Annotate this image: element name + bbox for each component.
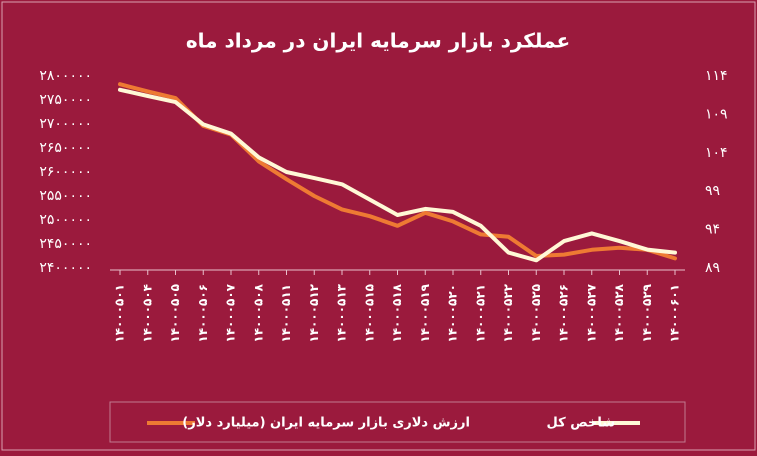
y2-tick-label: ۸۹: [705, 260, 720, 276]
y2-tick-label: ۱۰۴: [705, 145, 728, 161]
x-tick-label: ۱۴۰۰۰۵۲۱: [473, 284, 487, 343]
x-tick-label: ۱۴۰۰۰۵۰۵: [168, 284, 182, 343]
x-tick-label: ۱۴۰۰۰۵۱۹: [418, 283, 432, 342]
legend-label: ارزش دلاری بازار سرمایه ایران (میلیارد د…: [182, 416, 470, 431]
x-tick-label: ۱۴۰۰۰۵۱۲: [307, 283, 321, 342]
y-tick-label: ۲۵۰۰۰۰۰: [39, 212, 92, 228]
y-tick-label: ۲۷۰۰۰۰۰: [39, 116, 92, 132]
legend-label: شاخص کل: [547, 416, 615, 431]
x-tick-label: ۱۴۰۰۰۵۰۱: [113, 284, 127, 343]
x-tick-label: ۱۴۰۰۰۵۱۳: [335, 283, 349, 342]
x-tick-label: ۱۴۰۰۰۵۱۱: [279, 284, 293, 343]
x-tick-label: ۱۴۰۰۰۵۲۶: [557, 284, 571, 343]
y2-tick-label: ۹۹: [705, 183, 720, 199]
x-tick-label: ۱۴۰۰۰۵۰۶: [196, 284, 210, 343]
x-tick-label: ۱۴۰۰۰۵۰۷: [224, 283, 238, 342]
x-tick-label: ۱۴۰۰۰۶۰۱: [668, 284, 682, 343]
x-tick-label: ۱۴۰۰۰۵۱۸: [390, 283, 404, 342]
x-tick-label: ۱۴۰۰۰۵۲۰: [446, 284, 460, 343]
x-tick-label: ۱۴۰۰۰۵۱۵: [362, 284, 376, 343]
series-line: [118, 87, 677, 263]
y-tick-label: ۲۵۵۰۰۰۰: [39, 188, 92, 204]
x-tick-label: ۱۴۰۰۰۵۲۵: [529, 284, 543, 343]
x-tick-label: ۱۴۰۰۰۵۲۲: [501, 283, 515, 342]
y-tick-label: ۲۴۰۰۰۰۰: [39, 260, 92, 276]
y2-tick-label: ۱۰۹: [705, 106, 728, 122]
y-tick-label: ۲۶۰۰۰۰۰: [39, 164, 92, 180]
y-tick-label: ۲۴۵۰۰۰۰: [39, 236, 92, 252]
y2-tick-label: ۱۱۴: [705, 68, 728, 84]
y-tick-label: ۲۷۵۰۰۰۰: [39, 92, 92, 108]
x-tick-label: ۱۴۰۰۰۵۰۴: [140, 284, 154, 343]
legend-box: [109, 401, 686, 443]
y-tick-label: ۲۸۰۰۰۰۰: [39, 68, 92, 84]
x-tick-label: ۱۴۰۰۰۵۰۸: [251, 283, 265, 342]
y2-tick-label: ۹۴: [705, 222, 720, 238]
x-tick-label: ۱۴۰۰۰۵۲۷: [584, 283, 598, 342]
chart-title: عملکرد بازار سرمایه ایران در مرداد ماه: [186, 29, 570, 53]
x-tick-label: ۱۴۰۰۰۵۲۹: [640, 283, 654, 342]
legend: ارزش دلاری بازار سرمایه ایران (میلیارد د…: [147, 416, 640, 431]
x-tick-label: ۱۴۰۰۰۵۲۸: [612, 283, 626, 342]
y-tick-label: ۲۶۵۰۰۰۰: [39, 140, 92, 156]
